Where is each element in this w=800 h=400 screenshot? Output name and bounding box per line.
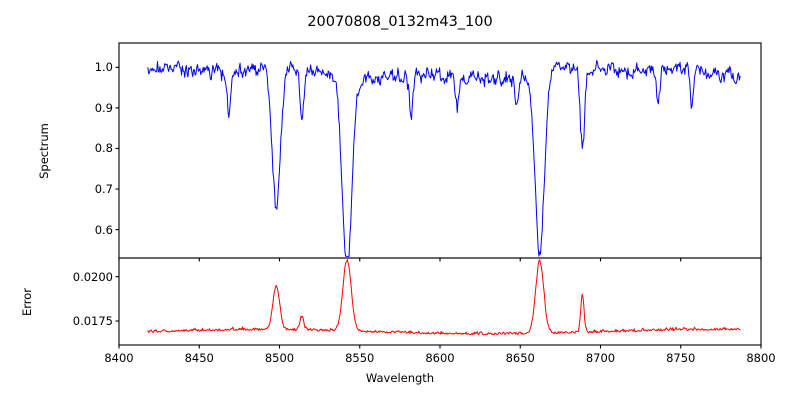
spectrum-y-tick-label: 0.9 [94, 100, 113, 115]
x-tick-label: 8450 [184, 351, 214, 365]
axis-ticks [115, 66, 762, 349]
spectrum-y-tick-label: 0.8 [94, 141, 113, 156]
x-axis-label: Wavelength [365, 371, 435, 385]
x-tick-label: 8650 [505, 351, 535, 365]
error-polyline [147, 259, 741, 336]
spectrum-data-line [147, 59, 741, 257]
error-data-line [147, 259, 741, 336]
x-tick-label: 8500 [264, 351, 295, 365]
x-tick-label: 8750 [666, 351, 696, 365]
x-tick-label: 8550 [345, 351, 375, 365]
error-axes [118, 257, 762, 346]
error-y-tick-label: 0.0175 [72, 314, 113, 329]
error-y-tick-label: 0.0200 [72, 269, 113, 284]
spectrum-polyline [147, 59, 741, 257]
figure-title: 20070808_0132m43_100 [307, 14, 493, 30]
spectrum-y-tick-label: 0.6 [94, 222, 113, 237]
x-tick-label: 8400 [104, 351, 134, 365]
x-tick-label: 8600 [425, 351, 455, 365]
x-tick-label: 8700 [585, 351, 616, 365]
spectrum-y-tick-label: 1.0 [94, 60, 113, 75]
x-tick-label: 8800 [746, 351, 776, 365]
spectrum-y-tick-label: 0.7 [94, 182, 113, 197]
